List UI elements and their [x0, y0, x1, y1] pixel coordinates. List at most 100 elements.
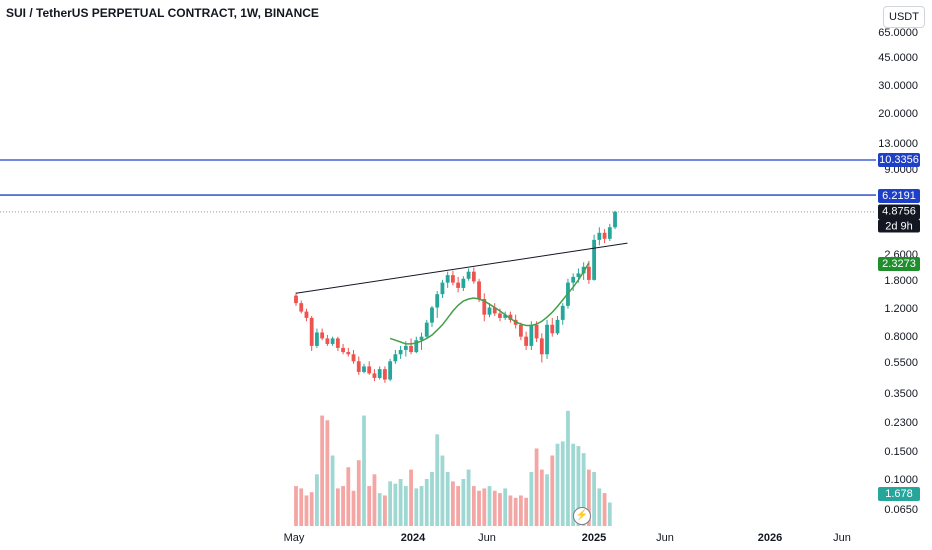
volume-bar [430, 471, 434, 526]
price-axis-label: 0.3500 [884, 387, 918, 400]
volume-value-tag: 1.678 [878, 487, 920, 501]
volume-bar [304, 495, 309, 526]
price-axis-label: 30.0000 [878, 80, 918, 93]
candle-body [555, 319, 560, 334]
volume-bar [315, 474, 319, 526]
volume-bar [330, 455, 335, 526]
candle-body [351, 354, 356, 362]
price-axis-label: 0.1000 [884, 474, 918, 487]
volume-bar [445, 471, 450, 526]
volume-bar [477, 490, 481, 526]
candle-body [451, 275, 455, 283]
price-axis-label: 0.5500 [884, 356, 918, 369]
candle-body [461, 278, 466, 288]
volume-bar [471, 486, 476, 526]
volume-bar [435, 434, 440, 526]
volume-bar [534, 448, 539, 526]
volume-bar [414, 488, 419, 526]
candle-body [571, 276, 576, 283]
candle-body [576, 273, 581, 277]
price-axis-label: 0.8000 [884, 330, 918, 343]
volume-bar [461, 479, 466, 526]
volume-bar [388, 481, 393, 526]
candle-body [299, 303, 304, 312]
volume-bar [592, 471, 597, 526]
candle-body [492, 307, 497, 314]
volume-bar [550, 455, 555, 526]
currency-button[interactable]: USDT [883, 6, 925, 28]
time-axis-label: 2026 [757, 532, 783, 544]
candle-body [602, 232, 607, 239]
candle-body [487, 307, 492, 315]
candle-body [335, 338, 340, 348]
volume-bar [299, 488, 304, 526]
price-axis-label: 1.2000 [884, 302, 918, 315]
candle-body [409, 345, 413, 353]
candle-body [524, 336, 529, 346]
candle-body [498, 313, 502, 318]
candle-body [309, 317, 314, 346]
volume-bar [456, 486, 461, 526]
volume-bar [362, 415, 366, 526]
candle-body [445, 275, 450, 283]
time-axis-label: Jun [478, 532, 496, 544]
volume-bar [419, 486, 424, 526]
volume-bar [294, 486, 298, 526]
volume-bar [581, 453, 586, 526]
price-axis-label: 0.2300 [884, 416, 918, 429]
candle-body [586, 266, 591, 280]
candle-body [356, 361, 361, 372]
volume-bar [524, 497, 529, 526]
volume-bar [424, 479, 429, 526]
candle-body [383, 369, 387, 380]
candle-body [456, 282, 461, 288]
candle-body [341, 347, 345, 353]
candle-body [466, 271, 471, 279]
candle-body [315, 332, 319, 346]
candle-body [477, 281, 481, 300]
candle-body [613, 211, 617, 228]
candle-body [325, 338, 330, 344]
volume-bar [377, 493, 382, 526]
volume-bar [560, 441, 565, 526]
volume-bar [372, 474, 377, 526]
last-price-tag: 4.8756 [878, 204, 920, 220]
candle-body [403, 345, 408, 350]
chart-title: SUI / TetherUS PERPETUAL CONTRACT, 1W, B… [6, 6, 319, 20]
candle-body [550, 324, 555, 334]
candle-body [419, 336, 424, 341]
candle-body [518, 324, 523, 337]
candle-body [414, 340, 419, 353]
volume-bar [555, 443, 560, 526]
volume-bar [602, 493, 607, 526]
candle-body [372, 373, 377, 378]
volume-bar [597, 488, 602, 526]
candle-body [440, 282, 445, 295]
volume-bar [545, 474, 549, 526]
price-axis-label: 13.0000 [878, 138, 918, 151]
candle-body [529, 324, 534, 346]
volume-bar [571, 443, 576, 526]
volume-bar [320, 415, 325, 526]
candle-body [346, 352, 351, 355]
volume-bar [309, 492, 314, 526]
volume-bar [393, 483, 398, 526]
volume-bar [356, 460, 361, 526]
candle-body [471, 271, 476, 282]
candle-body [503, 314, 508, 318]
candle-body [534, 324, 539, 339]
volume-bar [487, 486, 492, 526]
level-low-tag: 6.2191 [878, 189, 920, 203]
lightning-icon[interactable]: ⚡ [573, 507, 591, 525]
volume-bar [367, 486, 372, 526]
candle-body [508, 314, 513, 320]
candle-body [367, 366, 372, 374]
volume-bar [409, 469, 413, 526]
volume-bar [498, 493, 502, 526]
volume-bar [607, 502, 612, 526]
volume-bar [351, 490, 356, 526]
candle-body [393, 354, 398, 362]
countdown-tag: 2d 9h [878, 219, 920, 233]
candle-body [320, 332, 325, 339]
